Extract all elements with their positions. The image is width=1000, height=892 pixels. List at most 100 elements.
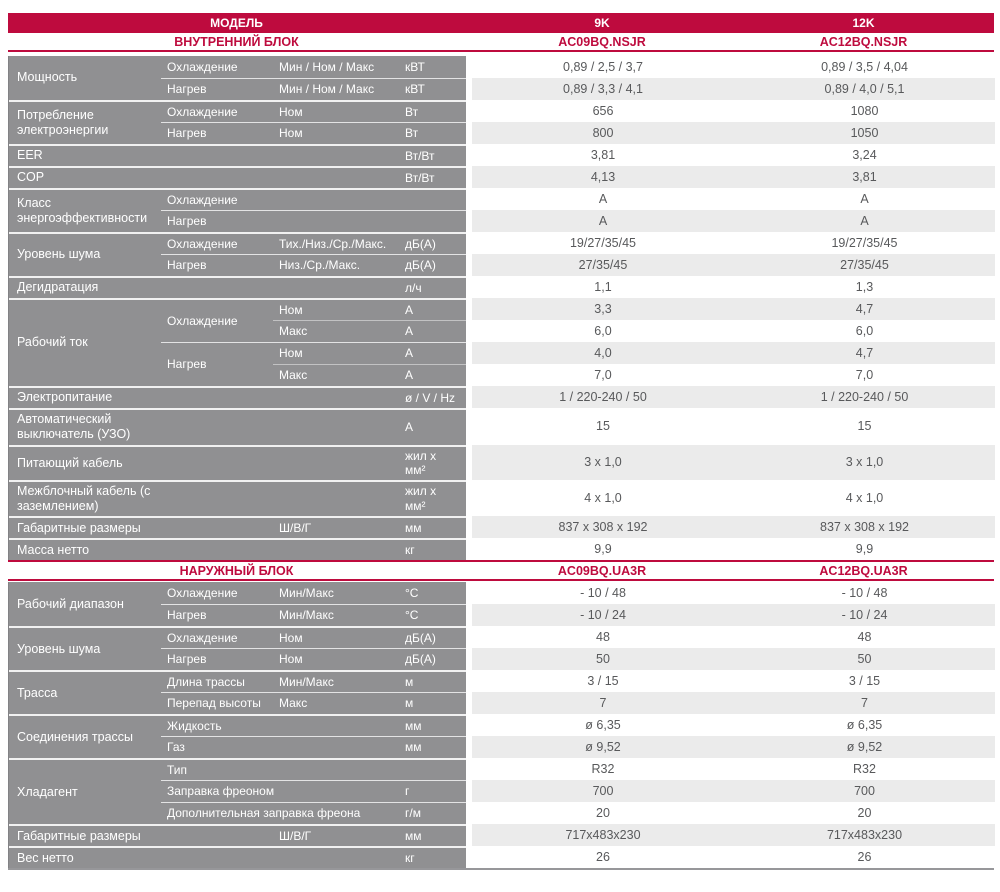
sub-label <box>161 516 273 539</box>
model-name-9k: AC09BQ.UA3R <box>557 563 647 578</box>
unit-label: кг <box>399 538 466 561</box>
value-cell-12k: 50 <box>734 648 995 671</box>
value-cell-9k: 656 <box>472 100 734 122</box>
column-header-9k: 9K <box>594 16 610 30</box>
value-cell-9k: 7,0 <box>472 364 734 386</box>
section-header: НАРУЖНЫЙ БЛОК AC09BQ.UA3R AC12BQ.UA3R <box>8 560 994 582</box>
sub-label <box>161 386 399 408</box>
sub-label: Дополнительная заправка фреона <box>161 802 399 825</box>
sub-label: Охлаждение <box>161 582 273 605</box>
table-bottom-border <box>8 868 994 871</box>
unit-label: мм <box>399 736 466 759</box>
unit-label: дБ(А) <box>399 254 466 276</box>
param-label: Мин / Ном / Макс <box>273 56 399 78</box>
sections-container: ВНУТРЕННИЙ БЛОК AC09BQ.NSJR AC12BQ.NSJR Мощ… <box>8 33 995 869</box>
sub-label: Жидкость <box>161 714 399 737</box>
group-label: Межблочный кабель (с заземлением) <box>9 479 161 517</box>
group-label: Масса нетто <box>9 538 161 561</box>
value-cell-9k: 3 / 15 <box>472 670 734 693</box>
value-cell-12k: 15 <box>734 408 995 445</box>
sub-label <box>161 408 399 445</box>
sub-label <box>161 276 399 298</box>
param-label: Макс <box>273 364 399 386</box>
group-label: Габаритные размеры <box>9 516 161 539</box>
unit-label: А <box>399 342 466 364</box>
param-label: Ном <box>273 648 399 671</box>
value-cell-9k: 3,3 <box>472 298 734 320</box>
group-label: Дегидратация <box>9 276 161 298</box>
unit-label: кг <box>399 846 466 869</box>
group-label: Вес нетто <box>9 846 161 869</box>
unit-label: Вт/Вт <box>399 144 466 166</box>
value-cell-12k: 7,0 <box>734 364 995 386</box>
value-cell-9k: ø 6,35 <box>472 714 734 737</box>
param-label: Низ./Ср./Макс. <box>273 254 399 276</box>
unit-label: г/м <box>399 802 466 825</box>
unit-label: кВТ <box>399 78 466 100</box>
value-cell-9k: A <box>472 210 734 232</box>
unit-label: А <box>399 320 466 342</box>
value-cell-12k: - 10 / 48 <box>734 582 995 605</box>
value-cell-9k: 20 <box>472 802 734 825</box>
sub-label: Охлаждение <box>161 626 273 649</box>
value-cell-12k: 1050 <box>734 122 995 144</box>
value-cell-9k: 717х483х230 <box>472 824 734 847</box>
value-cell-9k: 1,1 <box>472 276 734 298</box>
group-label: Соединения трассы <box>9 714 161 759</box>
unit-label <box>399 758 466 781</box>
model-name-12k: AC12BQ.NSJR <box>819 34 908 49</box>
group-label: Трасса <box>9 670 161 715</box>
section-title: НАРУЖНЫЙ БЛОК <box>179 563 294 578</box>
value-cell-9k: 7 <box>472 692 734 715</box>
param-label: Тих./Низ./Ср./Макс. <box>273 232 399 254</box>
sub-label <box>161 538 399 561</box>
unit-label: м <box>399 692 466 715</box>
sub-label: Нагрев <box>161 122 273 144</box>
value-cell-12k: 0,89 / 4,0 / 5,1 <box>734 78 995 100</box>
sub-label <box>161 846 399 869</box>
value-cell-9k: 837 х 308 х 192 <box>472 516 734 539</box>
model-name-9k: AC09BQ.NSJR <box>558 34 646 49</box>
value-cell-9k: 0,89 / 3,3 / 4,1 <box>472 78 734 100</box>
value-cell-12k: 700 <box>734 780 995 803</box>
column-header-12k: 12K <box>852 16 875 30</box>
value-cell-9k: 50 <box>472 648 734 671</box>
value-cell-9k: 27/35/45 <box>472 254 734 276</box>
unit-label: дБ(А) <box>399 626 466 649</box>
value-cell-12k: 4,7 <box>734 342 995 364</box>
param-label: Ш/В/Г <box>273 516 399 539</box>
value-cell-12k: 27/35/45 <box>734 254 995 276</box>
sub-label <box>161 479 399 517</box>
value-cell-12k: 26 <box>734 846 995 869</box>
value-cell-9k: 26 <box>472 846 734 869</box>
param-label: Ш/В/Г <box>273 824 399 847</box>
param-label: Мин/Макс <box>273 670 399 693</box>
param-label: Макс <box>273 320 399 342</box>
value-cell-9k: 3,81 <box>472 144 734 166</box>
group-label: Электропитание <box>9 386 161 408</box>
section-header: ВНУТРЕННИЙ БЛОК AC09BQ.NSJR AC12BQ.NSJR <box>8 33 994 52</box>
value-cell-12k: 3,24 <box>734 144 995 166</box>
value-cell-12k: ø 6,35 <box>734 714 995 737</box>
unit-label: мм <box>399 714 466 737</box>
value-cell-12k: 3,81 <box>734 166 995 188</box>
value-cell-12k: 837 х 308 х 192 <box>734 516 995 539</box>
value-cell-9k: - 10 / 24 <box>472 604 734 627</box>
value-cell-12k: 3 / 15 <box>734 670 995 693</box>
unit-label: А <box>399 364 466 386</box>
unit-label: дБ(А) <box>399 648 466 671</box>
param-label: Мин/Макс <box>273 604 399 627</box>
value-cell-9k: 19/27/35/45 <box>472 232 734 254</box>
param-label: Ном <box>273 626 399 649</box>
unit-label: дБ(А) <box>399 232 466 254</box>
sub-label <box>161 166 399 188</box>
group-label: Габаритные размеры <box>9 824 161 847</box>
param-label: Ном <box>273 100 399 122</box>
sub-label: Нагрев <box>161 210 399 232</box>
unit-label <box>399 188 466 210</box>
spec-table-page: МОДЕЛЬ 9K 12K ВНУТРЕННИЙ БЛОК AC09BQ.NSJR… <box>8 13 995 871</box>
sub-label: Охлаждение <box>161 56 273 78</box>
sub-label <box>161 824 273 847</box>
value-cell-9k: 1 / 220-240 / 50 <box>472 386 734 408</box>
model-column-header: МОДЕЛЬ <box>210 16 263 30</box>
